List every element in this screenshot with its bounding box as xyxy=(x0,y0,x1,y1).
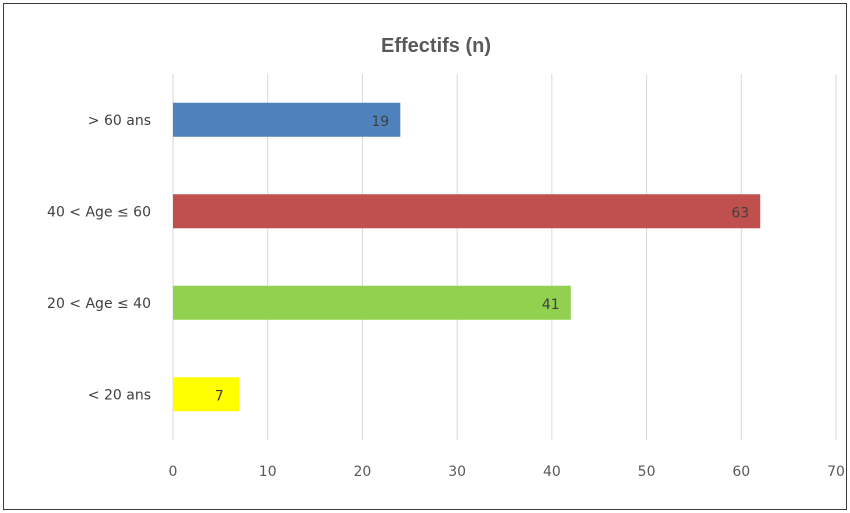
x-tick-label: 60 xyxy=(732,464,750,480)
chart-title: Effectifs (n) xyxy=(381,35,491,57)
category-label: > 60 ans xyxy=(88,113,151,129)
data-label: 63 xyxy=(731,205,749,221)
category-label: < 20 ans xyxy=(88,387,151,403)
category-label: 40 < Age ≤ 60 xyxy=(47,204,151,220)
value-axis: 0 10 20 30 40 50 60 70 xyxy=(169,464,845,480)
category-label: 20 < Age ≤ 40 xyxy=(47,296,151,312)
x-tick-label: 50 xyxy=(638,464,656,480)
x-tick-label: 30 xyxy=(448,464,466,480)
data-labels: 19 63 41 7 xyxy=(215,114,749,405)
bar xyxy=(173,194,760,228)
x-tick-label: 10 xyxy=(259,464,277,480)
category-axis: > 60 ans 40 < Age ≤ 60 20 < Age ≤ 40 < 20 a… xyxy=(47,113,151,404)
bars xyxy=(173,103,760,412)
data-label: 41 xyxy=(542,297,560,313)
x-tick-label: 0 xyxy=(169,464,178,480)
bar xyxy=(173,286,571,320)
data-label: 19 xyxy=(371,114,389,130)
bar xyxy=(173,103,400,137)
x-tick-label: 40 xyxy=(543,464,561,480)
bar xyxy=(173,377,239,411)
data-label: 7 xyxy=(215,388,224,404)
x-tick-label: 20 xyxy=(354,464,372,480)
x-tick-label: 70 xyxy=(827,464,845,480)
